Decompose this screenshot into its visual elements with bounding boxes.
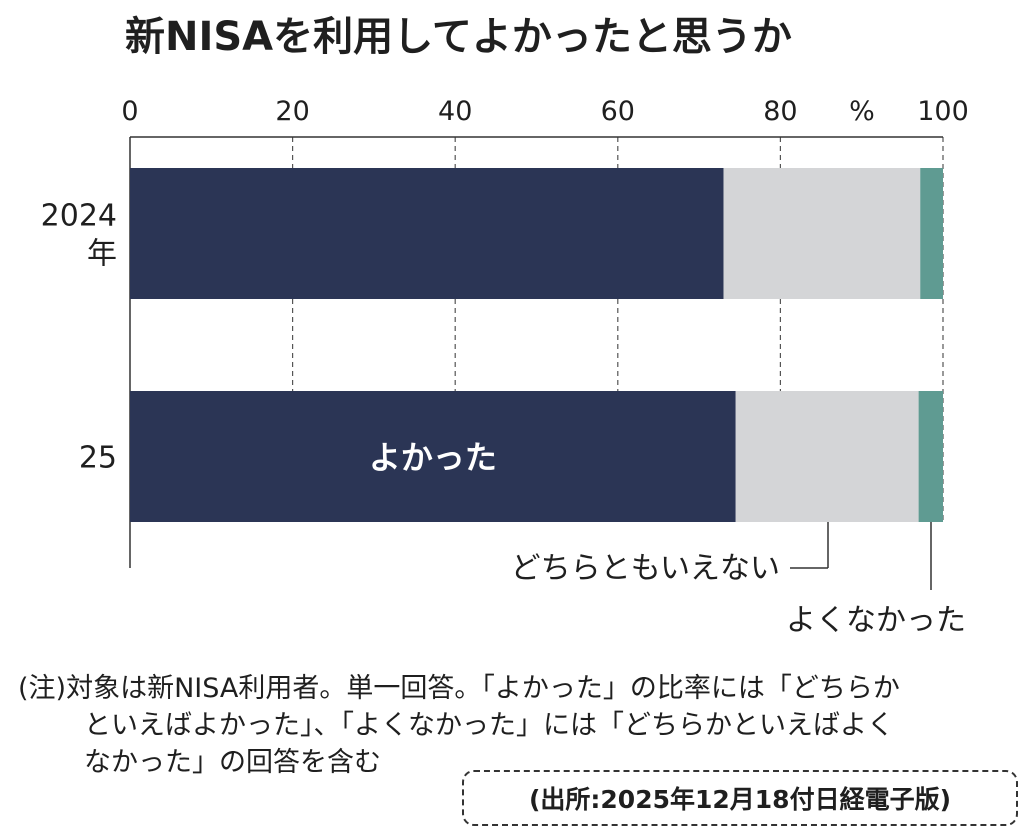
footnote-line: (注)対象は新NISA利用者。単一回答。「よかった」の比率には「どちらか — [18, 673, 900, 704]
bars: よかった — [130, 168, 943, 522]
bar-segment — [723, 168, 921, 299]
x-tick-label: 80 — [763, 96, 797, 127]
chart-title: 新NISAを利用してよかったと思うか — [125, 14, 792, 60]
x-tick-label: 0 — [121, 96, 138, 127]
series-label-inline: よかった — [369, 439, 497, 477]
footnote: (注)対象は新NISA利用者。単一回答。「よかった」の比率には「どちらか といえ… — [18, 670, 978, 781]
x-axis-ticks: 0 20 40 60 80 100% — [121, 96, 968, 127]
bar-segment — [130, 391, 736, 522]
source-text: (出所:2025年12月18付日経電子版) — [528, 785, 951, 814]
category-label: 25 — [79, 441, 117, 476]
bar-segment — [130, 168, 724, 299]
chart: 新NISAを利用してよかったと思うか 0 20 40 60 80 100% よかった 20… — [41, 14, 969, 638]
bar-segment — [920, 168, 943, 299]
bar-segment — [918, 391, 943, 522]
category-label: 年 — [87, 237, 117, 272]
x-tick-label: 60 — [601, 96, 635, 127]
unit-label: % — [849, 96, 875, 127]
category-label: 2024 — [41, 199, 117, 234]
source-box: (出所:2025年12月18付日経電子版) — [462, 770, 1018, 826]
series-label-callout: どちらともいえない — [511, 551, 780, 586]
x-tick-label: 20 — [275, 96, 309, 127]
x-tick-label: 40 — [438, 96, 472, 127]
footnote-line: なかった」の回答を含む — [84, 747, 381, 778]
series-label-callout: よくなかった — [786, 603, 966, 638]
footnote-line: といえばよかった」、「よくなかった」には「どちらかといえばよく — [84, 710, 894, 741]
bar-segment — [735, 391, 919, 522]
x-tick-label: 100 — [917, 96, 969, 127]
